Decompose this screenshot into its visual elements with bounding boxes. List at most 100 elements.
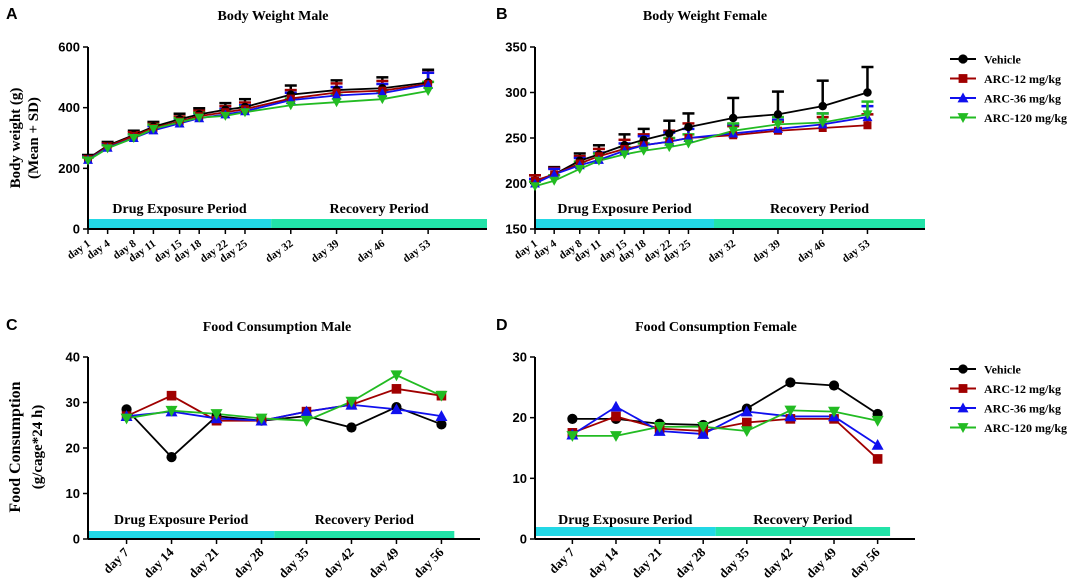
panel-b-point-vehicle: [728, 113, 738, 123]
panel-b-point-arc-120-mg-kg: [549, 176, 560, 186]
panel-c-xtick-label: day 21: [185, 545, 221, 581]
panel-d-point-arc-120-mg-kg: [697, 421, 710, 433]
panel-d-xtick-label: day 49: [803, 544, 840, 581]
panel-b-xtick-label: day 46: [795, 237, 828, 265]
panel-label-d: D: [496, 317, 508, 334]
panel-label-c: C: [6, 317, 18, 334]
panel-a-line-arc-12-mg-kg: [87, 83, 429, 160]
panel-d-ytick-label: 10: [513, 471, 527, 486]
legend-marker-arc-120-mg-kg: [957, 113, 969, 123]
panel-c-ytick-label: 10: [66, 486, 80, 501]
panel-b-point-arc-120-mg-kg: [638, 146, 649, 156]
legend-label-arc-36-mg-kg: ARC-36 mg/kg: [984, 402, 1061, 416]
panel-d-period-label-2: Recovery Period: [753, 513, 852, 528]
panel-c-xtick-label: day 42: [320, 545, 356, 581]
panel-c-point-arc-120-mg-kg: [210, 409, 223, 420]
panel-b-point-arc-120-mg-kg: [862, 110, 873, 120]
panel-b-point-arc-120-mg-kg: [817, 118, 828, 128]
panel-c-xtick-label: day 14: [140, 544, 177, 581]
panel-d-ytick-label: 20: [513, 410, 527, 425]
panel-b-title: Body Weight Female: [643, 9, 767, 24]
panel-c-xtick-label: day 56: [410, 544, 447, 581]
panel-b-point-arc-120-mg-kg: [574, 164, 585, 174]
panel-a-point-arc-36-mg-kg: [331, 90, 342, 100]
panel-d-period-label-1: Drug Exposure Period: [558, 513, 693, 528]
panel-d-point-arc-120-mg-kg: [784, 405, 797, 417]
panel-d-point-vehicle: [828, 380, 840, 391]
panel-a-ylabel: Body weight (g): [8, 88, 24, 189]
panel-a-plot: Drug Exposure Period Recovery Period 0 200 4…: [58, 40, 487, 265]
panel-d-line-arc-36-mg-kg: [571, 405, 879, 446]
panel-a-point-arc-120-mg-kg: [174, 118, 185, 128]
panel-c-line-arc-36-mg-kg: [126, 403, 442, 422]
panel-b-xtick-label: day 39: [750, 237, 783, 265]
panel-a-period-band-1: [88, 219, 272, 228]
panel-d-title: Food Consumption Female: [635, 320, 797, 335]
panel-b-period-label-1: Drug Exposure Period: [557, 202, 692, 217]
panel-c-point-arc-120-mg-kg: [255, 413, 268, 425]
panel-c-point-vehicle: [346, 422, 357, 433]
panel-c-ylabel: Food Consumption: [7, 381, 24, 512]
panel-d-line-vehicle: [572, 381, 879, 426]
panel-b-point-vehicle: [684, 122, 693, 132]
panel-c-point-arc-12-mg-kg: [391, 384, 402, 394]
panel-b-period-band-2: [714, 219, 925, 228]
panel-c-point-arc-120-mg-kg: [390, 370, 403, 382]
panel-d-point-arc-36-mg-kg: [609, 400, 622, 412]
panel-c-title: Food Consumption Male: [203, 320, 352, 335]
panel-d-point-arc-36-mg-kg: [697, 428, 710, 439]
panel-d-point-arc-36-mg-kg: [740, 405, 753, 417]
panel-a-line-arc-120-mg-kg: [87, 90, 429, 162]
panel-d-point-vehicle: [567, 413, 578, 424]
panel-c-plot: Drug Exposure Period Recovery Period 0 10 20…: [66, 350, 480, 581]
panel-d-point-vehicle: [785, 377, 796, 388]
panel-b-ytick-label: 300: [505, 85, 527, 100]
panel-a-point-arc-120-mg-kg: [377, 95, 388, 105]
panel-a-ytick-label: 600: [58, 40, 80, 55]
panel-b-ytick-label: 350: [505, 40, 527, 55]
panel-d-xtick-label: day 56: [846, 544, 883, 581]
panel-b-point-vehicle: [863, 88, 872, 97]
panel-d-point-arc-36-mg-kg: [871, 438, 884, 450]
panel-label-a: A: [6, 6, 18, 23]
panel-a-point-arc-120-mg-kg: [239, 108, 250, 118]
panel-c-xtick-label: day 28: [230, 544, 267, 581]
panel-b-xtick-label: day 4: [531, 237, 559, 262]
panel-a-point-arc-120-mg-kg: [220, 111, 231, 121]
panel-c-period-band-2: [274, 531, 455, 539]
legend-marker-arc-36-mg-kg: [957, 402, 969, 413]
panel-a-ytick-label: 400: [58, 100, 80, 115]
panel-d-plot: Drug Exposure Period Recovery Period 0 10 20…: [513, 350, 915, 581]
panel-a-xtick-label: day 4: [85, 237, 113, 262]
legend-label-arc-12-mg-kg: ARC-12 mg/kg: [984, 382, 1061, 396]
panel-d-point-arc-120-mg-kg: [609, 431, 622, 442]
panel-c-period-label-1: Drug Exposure Period: [114, 513, 249, 528]
panel-b-point-vehicle: [773, 110, 783, 119]
panel-c-xtick-label: day 35: [275, 544, 312, 581]
panel-d-point-arc-120-mg-kg: [740, 426, 753, 438]
panel-a-period-label-2: Recovery Period: [330, 202, 429, 217]
panel-d-point-arc-12-mg-kg: [611, 411, 621, 422]
panel-a-point-arc-120-mg-kg: [128, 134, 139, 143]
panel-a-xtick-label: day 32: [263, 237, 296, 265]
panel-b-xtick-label: day 53: [840, 237, 873, 265]
panel-d-line-arc-12-mg-kg: [572, 415, 879, 460]
panel-d-period-band-1: [535, 527, 716, 536]
legend-label-arc-120-mg-kg: ARC-120 mg/kg: [984, 421, 1067, 435]
panel-d-xtick-label: day 35: [716, 544, 753, 581]
panel-c-point-arc-12-mg-kg: [166, 390, 177, 401]
panel-d-point-arc-12-mg-kg: [742, 417, 752, 428]
panel-a-xtick-label: day 53: [401, 237, 434, 265]
panel-b-point-vehicle: [818, 101, 827, 111]
panel-b-point-arc-120-mg-kg: [772, 120, 783, 130]
panel-b-line-arc-120-mg-kg: [534, 113, 868, 188]
legend-label-vehicle: Vehicle: [984, 53, 1022, 67]
legend-label-vehicle: Vehicle: [984, 363, 1022, 377]
panel-d-point-arc-12-mg-kg: [872, 454, 883, 464]
legend-marker-vehicle: [958, 364, 968, 374]
panel-d-xtick-label: day 21: [628, 545, 664, 581]
panel-d-xtick-label: day 14: [585, 544, 622, 581]
panel-a-point-arc-120-mg-kg: [148, 124, 159, 134]
panel-d-period-band-2: [715, 527, 891, 536]
